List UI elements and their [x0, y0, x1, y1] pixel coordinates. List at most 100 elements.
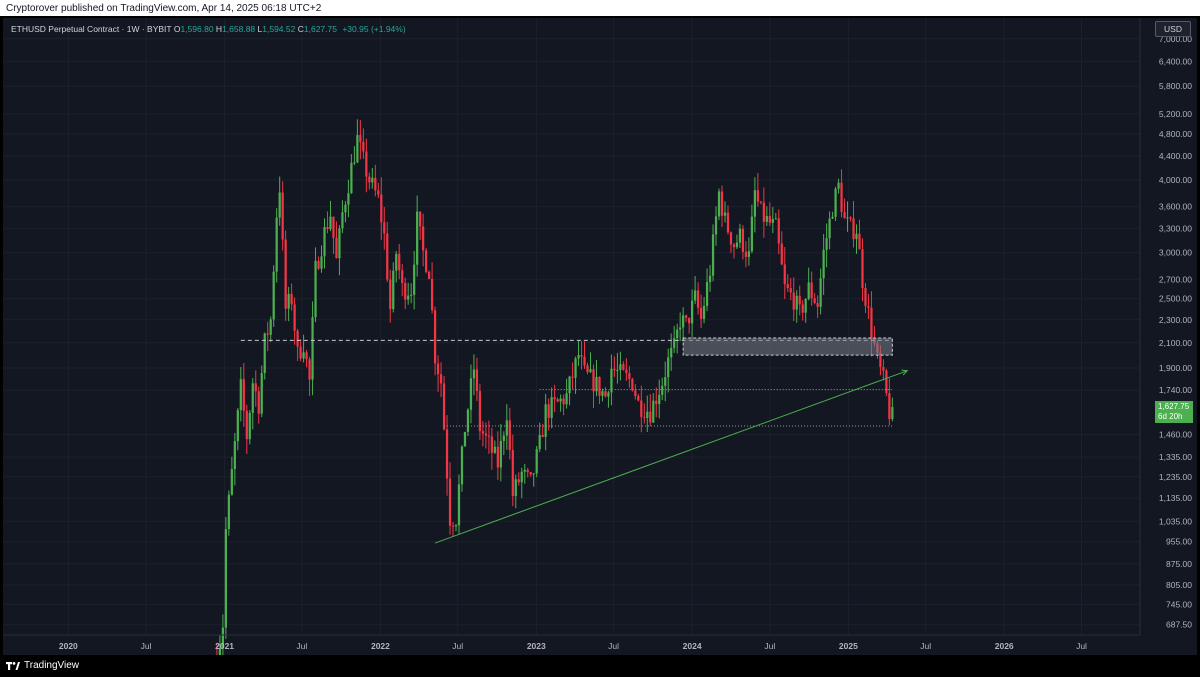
candle-body — [547, 404, 550, 418]
candle-body — [813, 298, 816, 303]
candle-body — [502, 435, 505, 441]
candle-body — [637, 395, 640, 401]
candle-body — [550, 397, 553, 418]
candle-body — [296, 330, 299, 347]
candle-body — [616, 369, 619, 371]
candle-body — [664, 377, 667, 386]
candle-body — [762, 202, 765, 222]
candle-body — [356, 135, 359, 163]
candle-body — [523, 469, 526, 472]
publish-header: Cryptorover published on TradingView.com… — [0, 0, 1200, 16]
price-chart[interactable]: 687.50 745.00 805.00 875.00 955.00 1,035.00 1,… — [3, 18, 1197, 655]
candle-body — [595, 376, 598, 392]
candle-body — [305, 352, 308, 360]
currency-button[interactable]: USD — [1155, 21, 1191, 37]
candle-body — [789, 288, 792, 293]
candle-body — [798, 295, 801, 305]
candle-body — [335, 237, 338, 259]
candle-body — [299, 346, 302, 359]
candle-body — [245, 410, 248, 440]
candle-body — [454, 525, 458, 527]
candle-body — [436, 363, 440, 375]
time-tick-label: 2025 — [839, 641, 858, 651]
candle-body — [720, 191, 724, 216]
price-tick-label: 805.00 — [1166, 580, 1192, 590]
price-tick-label: 1,035.00 — [1159, 516, 1192, 526]
candle-body — [670, 347, 673, 358]
candle-body — [466, 409, 470, 432]
price-tick-label: 7,000.00 — [1159, 34, 1192, 44]
candle-body — [353, 162, 356, 164]
low-label: L — [257, 24, 263, 34]
price-tick-label: 2,300.00 — [1159, 315, 1192, 325]
last-price-tag: 1,627.75 6d 20h — [1155, 401, 1193, 424]
candle-body — [520, 471, 523, 483]
footer: TradingView — [0, 655, 1200, 677]
candle-body — [777, 218, 780, 244]
price-tick-label: 5,200.00 — [1159, 109, 1192, 119]
candle-body — [395, 253, 398, 271]
candle-body — [392, 270, 395, 310]
candle-body — [487, 435, 491, 437]
candle-body — [496, 446, 499, 468]
symbol-legend: ETHUSD Perpetual Contract · 1W · BYBIT O… — [11, 24, 406, 34]
candle-body — [864, 288, 867, 306]
candle-body — [266, 333, 269, 335]
candle-body — [750, 216, 754, 252]
candle-body — [583, 356, 586, 366]
candle-body — [302, 352, 305, 359]
candle-body — [846, 217, 849, 219]
candle-body — [843, 211, 846, 219]
candle-body — [317, 260, 320, 269]
candle-body — [430, 279, 434, 311]
candle-body — [556, 399, 559, 402]
candle-body — [658, 394, 661, 404]
candle-body — [852, 218, 855, 240]
price-tick-label: 3,600.00 — [1159, 202, 1192, 212]
candle-body — [224, 529, 227, 628]
symbol-title[interactable]: ETHUSD Perpetual Contract · 1W · BYBIT — [11, 24, 172, 34]
candle-body — [398, 253, 401, 271]
candle-body — [311, 317, 314, 380]
candle-body — [667, 357, 670, 378]
candle-body — [631, 378, 634, 391]
candle-body — [338, 228, 341, 259]
tradingview-logo[interactable]: TradingView — [6, 660, 79, 671]
candle-body — [768, 216, 771, 223]
candle-body — [810, 282, 813, 299]
candle-body — [604, 391, 607, 397]
candle-body — [404, 282, 407, 300]
candle-body — [831, 216, 834, 219]
candle-body — [544, 404, 547, 437]
candle-body — [786, 284, 789, 289]
price-tick-label: 1,460.00 — [1159, 430, 1192, 440]
chart-area[interactable]: 687.50 745.00 805.00 875.00 955.00 1,035.00 1,… — [3, 18, 1197, 655]
candle-body — [377, 190, 380, 195]
candle-body — [685, 315, 688, 318]
candle-body — [673, 338, 676, 348]
candle-body — [269, 319, 272, 335]
candle-body — [699, 307, 703, 319]
candle-body — [290, 293, 293, 305]
candle-body — [696, 290, 700, 308]
candle-body — [816, 302, 819, 307]
candle-body — [888, 393, 891, 420]
candle-body — [490, 436, 493, 453]
candle-body — [870, 307, 873, 339]
price-axis — [1140, 18, 1197, 655]
candle-body — [424, 250, 428, 272]
time-tick-label: 2023 — [527, 641, 546, 651]
candle-body — [251, 383, 254, 413]
candle-body — [505, 420, 508, 436]
price-tick-label: 2,700.00 — [1159, 274, 1192, 284]
price-tick-label: 6,400.00 — [1159, 56, 1192, 66]
time-tick-label: Jul — [920, 641, 931, 651]
candle-body — [281, 192, 284, 240]
candle-body — [771, 219, 774, 223]
candle-body — [756, 190, 759, 202]
candle-body — [419, 211, 422, 227]
candle-body — [801, 304, 804, 313]
candle-body — [553, 397, 556, 400]
time-tick-label: 2021 — [215, 641, 234, 651]
time-tick-label: 2022 — [371, 641, 390, 651]
